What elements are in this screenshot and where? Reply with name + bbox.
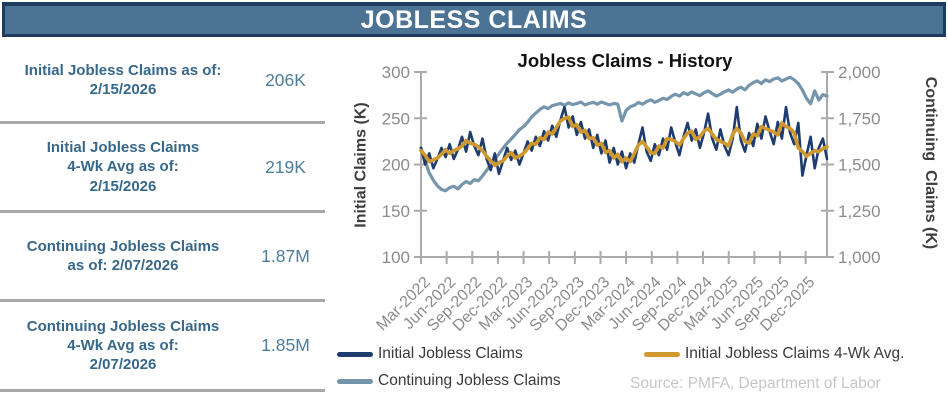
initial-claims-line-swatch [337,351,373,357]
svg-text:200: 200 [382,156,410,175]
history-line-chart: 300 2,000 250 1,750 200 1,500 150 1,250 100 1,000… [373,63,881,335]
source-attribution: Source: PMFA, Department of Labor [630,375,881,392]
svg-text:1,500: 1,500 [838,156,881,175]
divider [0,389,325,392]
legend-item-initial-claims: Initial Jobless Claims [337,345,523,362]
header-bar: JOBLESS CLAIMS [2,2,946,37]
stat-row-continuing-claims: Continuing Jobless Claims as of: 2/07/20… [0,213,325,299]
svg-text:1,000: 1,000 [838,248,881,267]
stat-value: 1.87M [261,245,310,266]
divider [0,299,325,302]
legend-item-continuing-claims: Continuing Jobless Claims [337,372,561,389]
svg-text:250: 250 [382,109,410,128]
svg-text:1,250: 1,250 [838,202,881,221]
svg-text:1,750: 1,750 [838,109,881,128]
divider [0,210,325,213]
legend-item-initial-4wk-avg: Initial Jobless Claims 4-Wk Avg. [644,345,905,362]
stat-row-initial-4wk-avg: Initial Jobless Claims 4-Wk Avg as of: 2… [0,124,325,210]
continuing-claims-line-swatch [337,378,373,384]
stat-row-initial-claims: Initial Jobless Claims as of: 2/15/2026 … [0,39,325,121]
stat-label: Initial Jobless Claims 4-Wk Avg as of: 2… [46,139,200,195]
svg-text:100: 100 [382,248,410,267]
stat-value: 206K [265,69,306,90]
stat-value: 219K [265,156,306,177]
svg-text:150: 150 [382,202,410,221]
svg-text:2,000: 2,000 [838,63,881,82]
chart-title: Jobless Claims - History [517,50,733,71]
stat-label: Continuing Jobless Claims 4-Wk Avg as of… [26,317,220,374]
initial-4wk-avg-line-swatch [644,351,680,357]
divider [0,121,325,124]
legend-label: Continuing Jobless Claims [378,372,561,389]
legend-label: Initial Jobless Claims 4-Wk Avg. [685,345,905,362]
page-title: JOBLESS CLAIMS [360,5,588,34]
stat-label: Continuing Jobless Claims as of: 2/07/20… [26,237,220,274]
stat-label: Initial Jobless Claims as of: 2/15/2026 [24,61,222,98]
stat-row-continuing-4wk-avg: Continuing Jobless Claims 4-Wk Avg as of… [0,302,325,389]
legend-label: Initial Jobless Claims [378,345,523,362]
svg-text:300: 300 [382,63,410,82]
stat-value: 1.85M [261,335,310,355]
